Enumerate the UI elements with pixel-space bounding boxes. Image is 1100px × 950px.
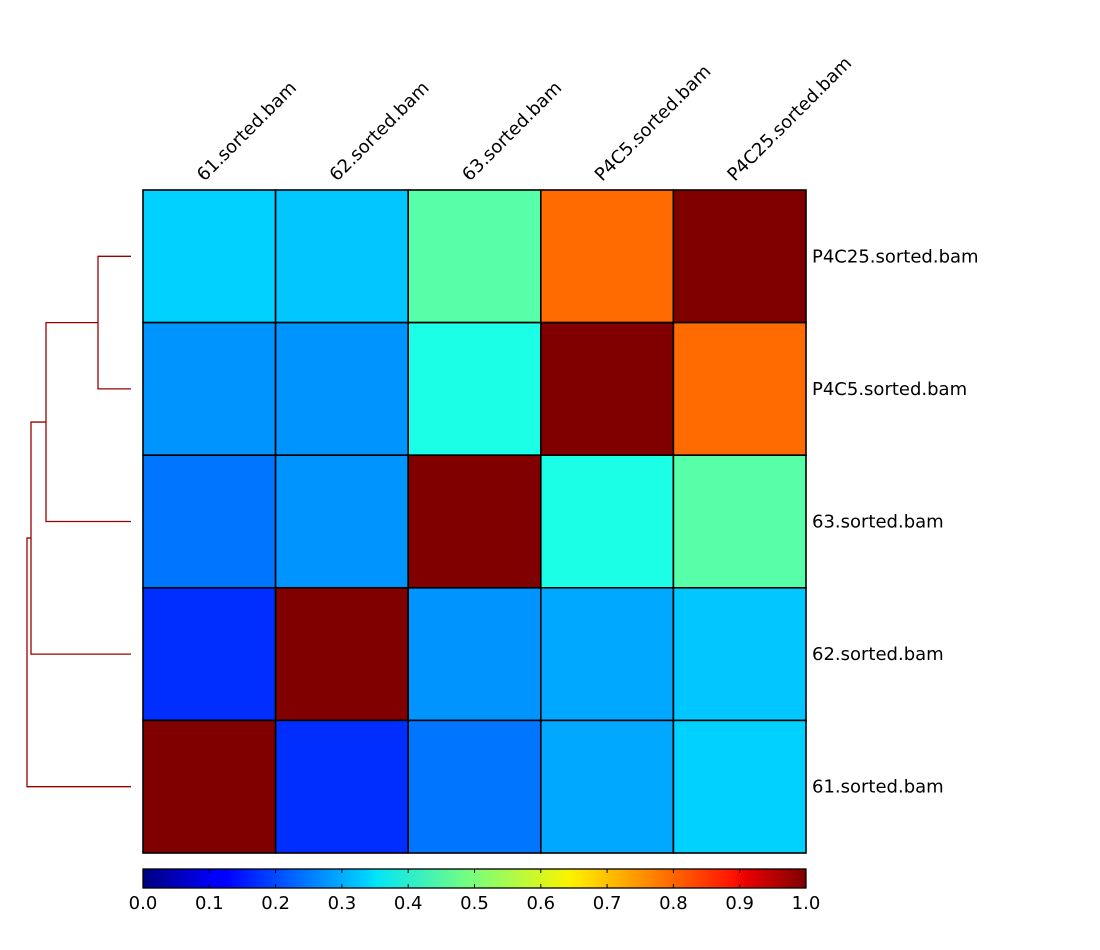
dendrogram-link [45, 321, 131, 523]
heatmap-cell-62.sorted.bam-P4C25.sorted.bam [672, 586, 807, 722]
column-label: 62.sorted.bam [326, 78, 434, 186]
colorbar-tick-label: 0.2 [261, 893, 290, 914]
heatmap-cell-P4C5.sorted.bam-P4C5.sorted.bam [539, 321, 675, 457]
row-labels: P4C25.sorted.bam P4C5.sorted.bam 63.sorted… [812, 246, 979, 797]
heatmap-cell-P4C5.sorted.bam-P4C25.sorted.bam [672, 321, 807, 457]
colorbar-tick-label: 0.8 [659, 893, 688, 914]
column-labels: 61.sorted.bam 62.sorted.bam 63.sorted.bam P… [193, 53, 856, 186]
heatmap-cells [142, 189, 807, 854]
heatmap-cell-61.sorted.bam-62.sorted.bam [274, 719, 410, 854]
colorbar-tick-label: 0.0 [129, 893, 158, 914]
heatmap-cell-61.sorted.bam-63.sorted.bam [407, 719, 542, 854]
dendrogram-link [26, 537, 131, 788]
colorbar-tick-label: 0.6 [526, 893, 555, 914]
heatmap-cell-63.sorted.bam-62.sorted.bam [274, 454, 410, 589]
column-label: 63.sorted.bam [458, 78, 566, 186]
heatmap-cell-61.sorted.bam-P4C5.sorted.bam [539, 719, 675, 854]
dendrogram-link [97, 255, 131, 390]
colorbar-tick-label: 0.7 [593, 893, 622, 914]
row-label: 63.sorted.bam [812, 512, 944, 533]
heatmap-cell-P4C5.sorted.bam-62.sorted.bam [274, 321, 410, 457]
column-label: 61.sorted.bam [193, 78, 301, 186]
colorbar-tick-label: 0.1 [195, 893, 224, 914]
heatmap-cell-61.sorted.bam-P4C25.sorted.bam [672, 719, 807, 854]
colorbar: 0.0 0.1 0.2 0.3 0.4 0.5 0.6 0.7 0.8 0.9 1.0 [129, 868, 821, 914]
heatmap-cell-62.sorted.bam-61.sorted.bam [142, 586, 277, 722]
heatmap-cell-P4C5.sorted.bam-61.sorted.bam [142, 321, 277, 457]
colorbar-tick-label: 0.9 [725, 893, 754, 914]
heatmap-cell-63.sorted.bam-63.sorted.bam [407, 454, 542, 589]
heatmap-cell-62.sorted.bam-P4C5.sorted.bam [539, 586, 675, 722]
heatmap-cell-P4C25.sorted.bam-61.sorted.bam [142, 189, 277, 324]
heatmap-cell-63.sorted.bam-P4C5.sorted.bam [539, 454, 675, 589]
column-label: P4C5.sorted.bam [591, 61, 716, 186]
heatmap-cell-61.sorted.bam-61.sorted.bam [142, 719, 277, 854]
colorbar-tick-label: 0.4 [394, 893, 423, 914]
dendrogram [26, 255, 131, 788]
heatmap-cell-62.sorted.bam-63.sorted.bam [407, 586, 542, 722]
heatmap-cell-P4C25.sorted.bam-P4C5.sorted.bam [539, 189, 675, 324]
row-label: P4C5.sorted.bam [812, 379, 967, 400]
heatmap-cell-62.sorted.bam-62.sorted.bam [274, 586, 410, 722]
column-label: P4C25.sorted.bam [723, 53, 856, 186]
colorbar-tick-label: 0.5 [460, 893, 489, 914]
heatmap-cell-P4C25.sorted.bam-62.sorted.bam [274, 189, 410, 324]
heatmap-cell-P4C25.sorted.bam-63.sorted.bam [407, 189, 542, 324]
heatmap-cell-P4C5.sorted.bam-63.sorted.bam [407, 321, 542, 457]
colorbar-tick-label: 1.0 [792, 893, 821, 914]
row-label: 61.sorted.bam [812, 777, 944, 798]
row-label: P4C25.sorted.bam [812, 246, 979, 267]
colorbar-tick-label: 0.3 [328, 893, 357, 914]
heatmap-cell-P4C25.sorted.bam-P4C25.sorted.bam [672, 189, 807, 324]
heatmap-cell-63.sorted.bam-61.sorted.bam [142, 454, 277, 589]
row-label: 62.sorted.bam [812, 644, 944, 665]
heatmap-cell-63.sorted.bam-P4C25.sorted.bam [672, 454, 807, 589]
